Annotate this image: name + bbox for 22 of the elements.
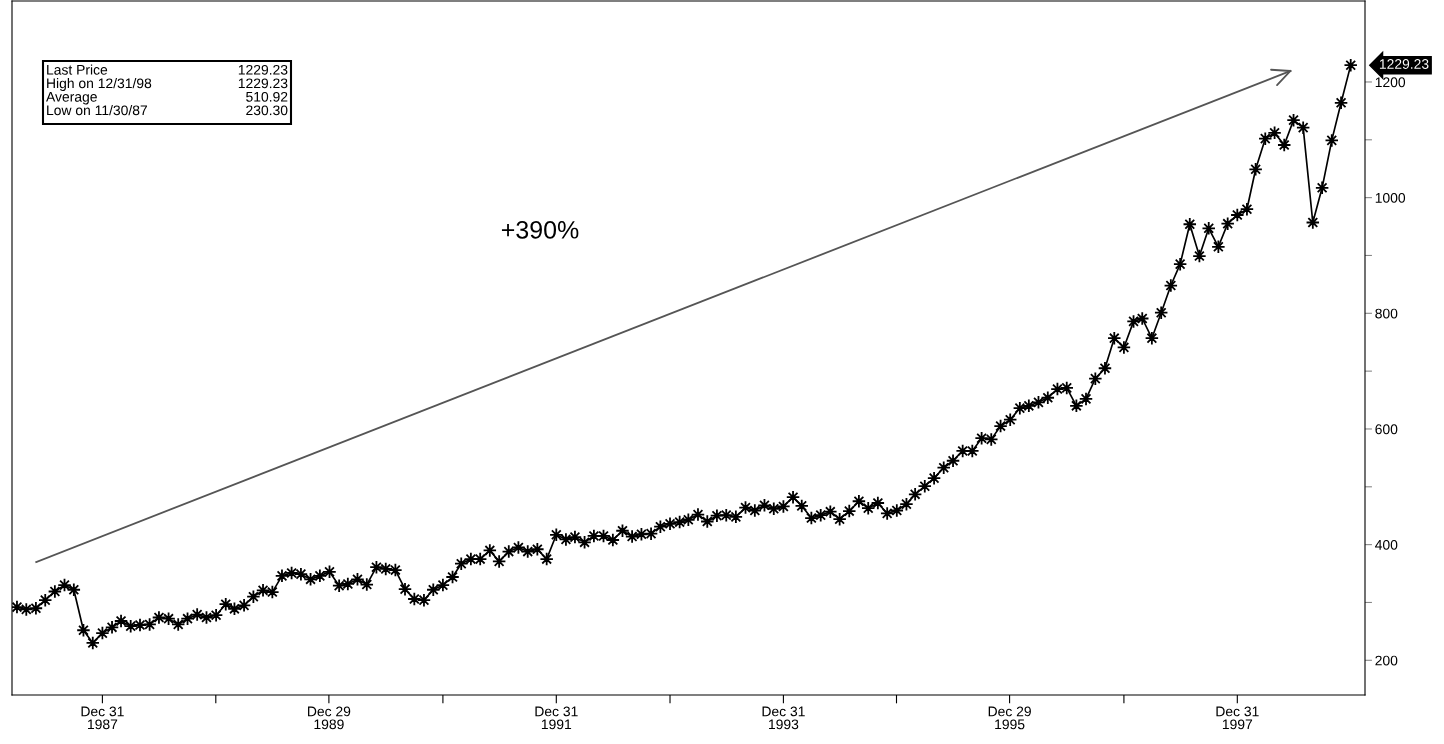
- y-tick-label: 600: [1375, 424, 1398, 435]
- y-tick-label: 400: [1375, 539, 1398, 550]
- x-tick-label: Dec 31 1997: [1216, 706, 1259, 730]
- annotation: Average: [46, 92, 97, 105]
- x-tick-label: Dec 31 1987: [81, 706, 124, 730]
- annotation: Low on 11/30/87: [47, 105, 147, 116]
- y-tick-label: 800: [1375, 308, 1398, 319]
- y-tick-label: 200: [1375, 655, 1398, 666]
- annotation: 230.30: [246, 105, 288, 116]
- annotation: 510.92: [246, 91, 288, 102]
- text: 1229.23: [1379, 59, 1429, 69]
- annotation: 1229.23: [238, 64, 288, 75]
- x-tick-label: Dec 29 1995: [988, 706, 1031, 730]
- y-tick-label: 1000: [1375, 192, 1406, 203]
- annotation: Last Price: [47, 64, 108, 75]
- annotation: High on 12/31/98: [47, 78, 152, 91]
- x-tick-label: Dec 29 1989: [308, 706, 351, 730]
- annotation: +390%: [501, 221, 579, 239]
- annotation: 1229.23: [238, 78, 288, 89]
- y-tick-label: 1200: [1375, 77, 1406, 88]
- x-tick-label: Dec 31 1993: [762, 706, 805, 730]
- x-tick-label: Dec 31 1991: [535, 706, 578, 730]
